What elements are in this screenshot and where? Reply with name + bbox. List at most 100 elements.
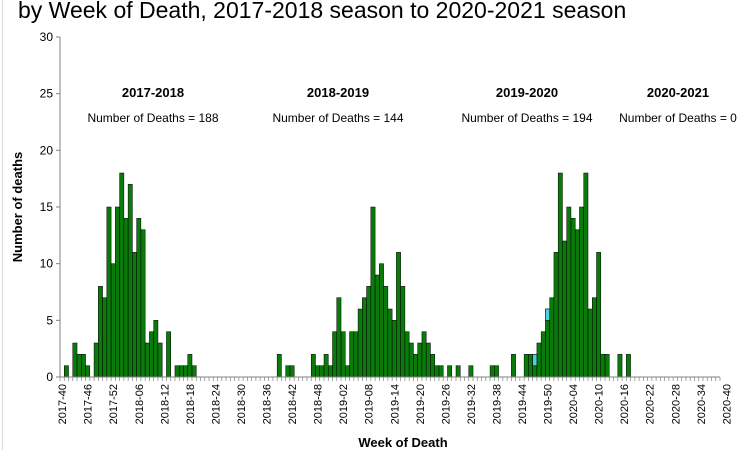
x-tick-label: 2020-04 [568,384,580,424]
season-deaths-label: Number of Deaths = 144 [272,111,403,125]
bar [285,365,291,378]
season-name: 2020-2021 [647,85,709,100]
bar [98,286,103,378]
bar-secondary [545,308,550,321]
bar [379,263,384,378]
bar [370,206,376,378]
bar [72,342,78,378]
chart-title: by Week of Death, 2017-2018 season to 20… [18,0,627,23]
bar [332,331,338,378]
bar [149,331,154,378]
bar [132,252,137,378]
bar [447,365,452,378]
bar [391,320,397,378]
bar [85,365,91,378]
bar [366,286,372,378]
bar [353,331,359,378]
bar [511,354,516,378]
bar [93,342,99,378]
bar [362,297,367,378]
bar [583,172,589,378]
x-axis-label: Week of Death [358,435,447,450]
bar [494,365,499,378]
bar [617,354,623,378]
x-tick-label: 2018-30 [236,384,248,424]
y-tick-label: 10 [40,257,54,271]
x-tick-label: 2017-52 [108,384,120,424]
y-tick-label: 25 [40,87,54,101]
x-tick-label: 2019-02 [338,384,350,424]
bar [183,365,188,378]
x-tick-label: 2019-50 [543,384,555,424]
bar [562,240,567,378]
season-name: 2019-2020 [496,85,558,100]
bar [587,308,593,378]
season-deaths-label: Number of Deaths = 194 [461,111,592,125]
bar [600,354,606,378]
bar [523,354,529,378]
bar [413,354,418,378]
bar [178,365,184,378]
y-tick-label: 20 [40,143,54,157]
bar [592,297,597,378]
x-tick-label: 2020-16 [619,384,631,424]
bar [404,331,410,378]
bar [383,286,389,378]
bar [315,365,320,378]
x-tick-label: 2019-26 [440,384,452,424]
y-tick-label: 30 [40,30,54,44]
bar [115,206,120,378]
bar [157,342,163,378]
bar [153,320,159,378]
bar [408,342,414,378]
bar [323,354,329,378]
x-tick-label: 2020-10 [594,384,606,424]
x-tick-label: 2018-06 [134,384,146,424]
bar [557,172,563,378]
bar [626,354,631,378]
y-tick-label: 0 [46,370,53,384]
x-tick-label: 2018-24 [210,384,222,424]
bar [289,365,295,378]
bar [400,286,406,378]
bar [549,297,555,378]
bar [276,354,282,378]
bar [76,354,82,378]
x-tick-label: 2018-36 [262,384,274,424]
bar [570,218,576,378]
bar [455,365,461,378]
x-tick-label: 2020-28 [670,384,682,424]
bar [349,331,355,378]
x-tick-label: 2017-46 [83,384,95,424]
season-deaths-label: Number of Deaths = 0 [619,111,737,125]
bar [140,229,146,378]
x-tick-label: 2019-32 [466,384,478,424]
bar [566,206,572,378]
bar [374,274,380,378]
bar [81,354,86,378]
bar [174,365,180,378]
bar [127,184,133,378]
bar [489,365,495,378]
x-tick-label: 2020-34 [696,384,708,424]
bar [574,229,580,378]
x-tick-label: 2019-38 [491,384,503,424]
bar [106,206,112,378]
bar [187,354,193,378]
bar [357,308,363,378]
season-name: 2017-2018 [122,85,184,100]
bar [536,342,542,378]
bar [417,342,423,378]
x-tick-label: 2019-08 [364,384,376,424]
bar [319,365,325,378]
frame-edge [2,0,3,450]
x-tick-label: 2018-12 [159,384,171,424]
y-tick-label: 15 [40,200,54,214]
bar [191,365,197,378]
x-tick-label: 2019-14 [389,384,401,424]
bar [336,297,342,378]
x-tick-label: 2020-40 [721,384,733,424]
bar [340,331,346,378]
